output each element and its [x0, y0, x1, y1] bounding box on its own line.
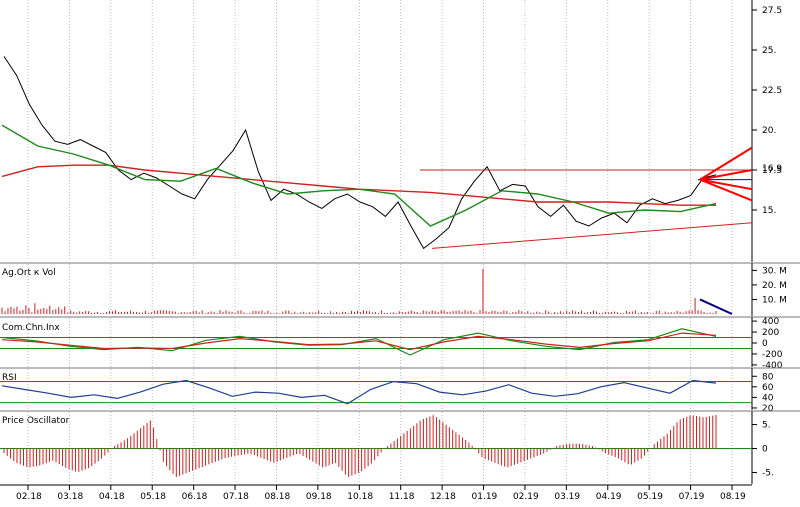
- date-tick-label: 02.18: [16, 492, 42, 502]
- y-tick-label: 20. M: [762, 281, 787, 291]
- price-plot-area: [0, 0, 752, 262]
- fan-line: [699, 178, 753, 202]
- y-tick-label: 30. M: [762, 266, 787, 276]
- price-date-gridlines: [27, 0, 733, 259]
- y-tick-label: 10. M: [762, 295, 787, 305]
- rsi-series-group: [1, 379, 717, 405]
- y-tick-label: 40: [762, 393, 774, 403]
- date-tick-label: 03.18: [57, 492, 83, 502]
- rsi-date-gridlines: [27, 369, 733, 410]
- cci-series-signal: [1, 332, 717, 351]
- volume-panel: Ag.Ort к Vol 30. M 20. M 10. M: [0, 262, 800, 316]
- volume-axis-ticks: 30. M 20. M 10. M: [752, 266, 787, 305]
- oscillator-panel-title: Price Oscillator: [2, 416, 70, 426]
- volume-panel-title: Ag.Ort к Vol: [2, 268, 56, 278]
- y-tick-label: 5.: [762, 421, 771, 431]
- date-tick-label: 06.18: [182, 492, 208, 502]
- date-tick-label: 07.19: [679, 492, 705, 502]
- rsi-series-rsi: [1, 379, 717, 405]
- date-axis: 02.18 03.18 04.18 05.18 06.18 07.18 08.18 09.18…: [0, 484, 752, 502]
- date-tick-label: 10.18: [347, 492, 373, 502]
- last-price-marker: 16.9: [762, 164, 782, 174]
- y-tick-label: -400: [762, 361, 783, 371]
- y-tick-label: 15.: [762, 206, 776, 216]
- y-tick-label: 0: [762, 339, 768, 349]
- y-tick-label: 20.: [762, 126, 776, 136]
- cci-series-group: [1, 328, 717, 356]
- cci-panel-title: Com.Chn.Inx: [2, 323, 60, 333]
- price-series-moving-average-short: [1, 124, 717, 227]
- date-tick-label: 01.19: [472, 492, 498, 502]
- fan-line: [699, 169, 753, 181]
- rsi-reference-lines: [0, 381, 752, 404]
- y-tick-label: 22.5: [762, 86, 782, 96]
- price-series-group: [1, 56, 717, 250]
- volume-bars-group: [1, 268, 717, 314]
- oscillator-axis-ticks: 5. 0 -5.: [752, 421, 774, 478]
- date-tick-label: 04.19: [596, 492, 622, 502]
- date-tick-label: 11.18: [389, 492, 415, 502]
- date-tick-label: 02.19: [513, 492, 539, 502]
- fan-line: [699, 146, 753, 181]
- price-axis-ticks: 27.5 25. 22.5 20. 17.5 15.: [752, 6, 782, 216]
- y-tick-label: 60: [762, 383, 774, 393]
- y-tick-label: 80: [762, 372, 774, 382]
- date-tick-label: 04.18: [99, 492, 125, 502]
- price-panel: 27.5 25. 22.5 20. 17.5 15. 16.9: [0, 0, 782, 262]
- fan-line: [699, 178, 753, 191]
- y-tick-label: 17.5: [762, 166, 782, 176]
- y-tick-label: 0: [762, 445, 768, 455]
- volume-date-gridlines: [27, 264, 733, 315]
- date-tick-label: 05.18: [140, 492, 166, 502]
- price-series-price: [3, 56, 717, 250]
- date-tick-label: 09.18: [306, 492, 332, 502]
- date-axis-ticks: 02.18 03.18 04.18 05.18 06.18 07.18 08.18 09.18…: [16, 485, 746, 502]
- volume-annotations: [699, 298, 733, 315]
- y-tick-label: 200: [762, 328, 779, 338]
- oscillator-bars-group: [0, 414, 752, 478]
- date-tick-label: 03.19: [554, 492, 580, 502]
- support-trend-line: [431, 222, 753, 249]
- last-price-label: 16.9: [762, 164, 782, 174]
- rsi-panel-title: RSI: [2, 373, 17, 383]
- oscillator-panel: Price Oscillator 5. 0 -5.: [0, 410, 800, 484]
- date-tick-label: 08.19: [720, 492, 746, 502]
- date-tick-label: 08.18: [264, 492, 290, 502]
- date-tick-label: 07.18: [223, 492, 249, 502]
- y-tick-label: -200: [762, 350, 783, 360]
- y-tick-label: -5.: [762, 468, 774, 478]
- y-tick-label: 27.5: [762, 6, 782, 16]
- y-tick-label: 20: [762, 404, 774, 414]
- date-tick-label: 05.19: [637, 492, 663, 502]
- y-tick-label: 25.: [762, 46, 776, 56]
- date-tick-label: 12.18: [430, 492, 456, 502]
- y-tick-label: 400: [762, 317, 779, 327]
- volume-trend-line: [699, 298, 733, 315]
- price-annotations: [420, 146, 753, 249]
